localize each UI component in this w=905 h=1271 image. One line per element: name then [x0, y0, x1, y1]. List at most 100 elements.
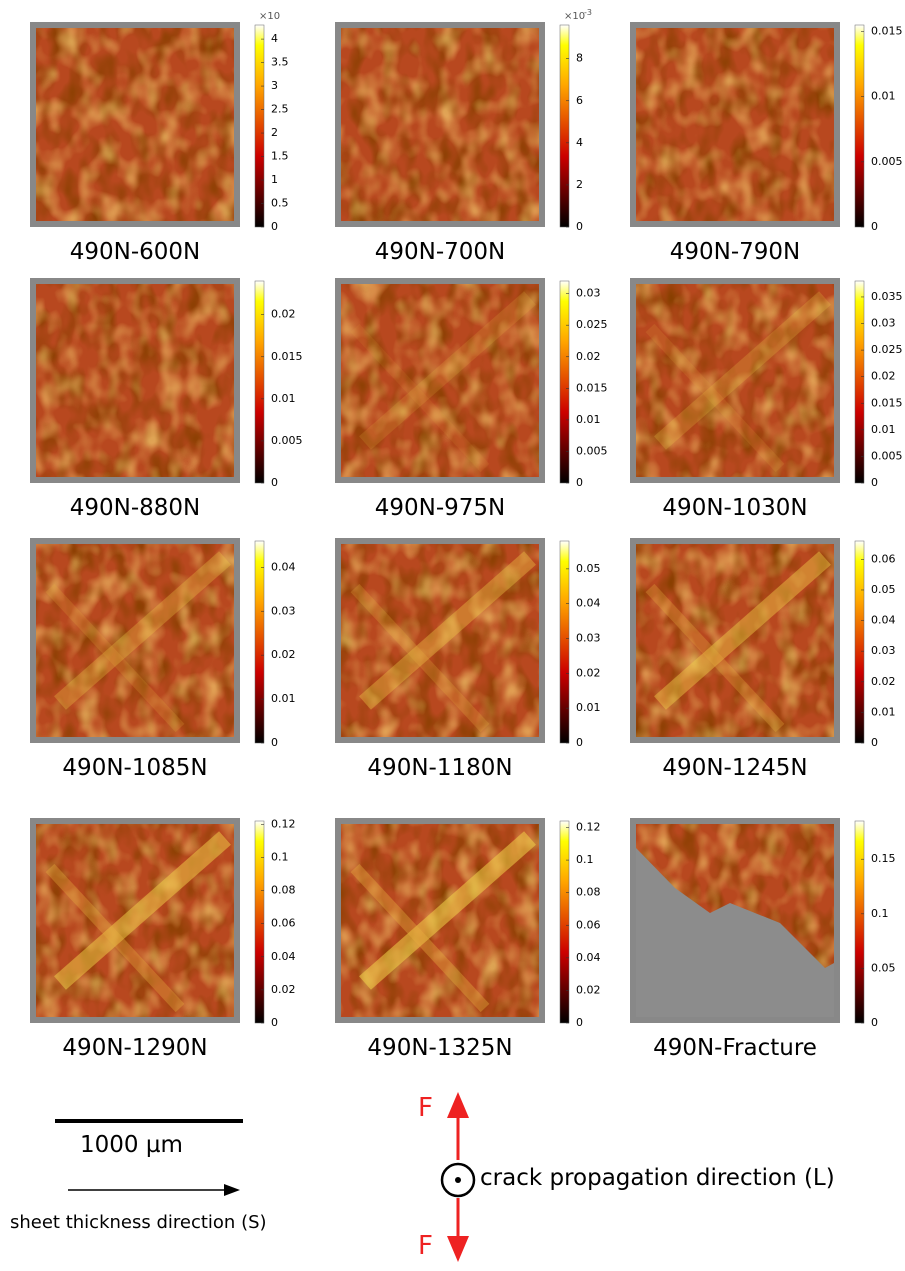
colorbar-tick-label: 0.025 — [871, 343, 903, 356]
colorbar-tick-label: 0.08 — [576, 886, 601, 899]
colorbar — [855, 541, 864, 743]
colorbar-tick-label: 0.01 — [271, 392, 296, 405]
colorbar-tick-label: 0.01 — [871, 90, 896, 103]
colorbar-tick-label: 0.1 — [576, 853, 594, 866]
panel-label: 490N-975N — [375, 495, 506, 521]
thickness-arrow: sheet thickness direction (S) — [10, 1184, 267, 1233]
colorbar-tick-label: 0 — [271, 476, 278, 489]
colorbar-tick-label: 0.12 — [576, 821, 601, 834]
colorbar-tick-label: 0 — [576, 736, 583, 749]
colorbar — [855, 821, 864, 1023]
colorbar-tick-label: 6 — [576, 94, 583, 107]
colorbar-tick-label: 0 — [576, 1016, 583, 1029]
colorbar-tick-label: 0.035 — [871, 290, 903, 303]
panel-label: 490N-1085N — [62, 755, 207, 781]
colorbar-tick-label: 0.005 — [871, 449, 903, 462]
panel-label: 490N-1290N — [62, 1035, 207, 1061]
panel-label: 490N-790N — [670, 239, 801, 265]
colorbar-tick-label: 4 — [271, 32, 278, 45]
colorbar — [255, 541, 264, 743]
colorbar-tick-label: 0.06 — [271, 917, 296, 930]
colorbar-tick-label: 0.02 — [576, 666, 601, 679]
colorbar-tick-label: 0.08 — [271, 884, 296, 897]
panel-label: 490N-880N — [70, 495, 201, 521]
colorbar-tick-label: 0.02 — [871, 675, 896, 688]
colorbar-tick-label: 0.01 — [871, 705, 896, 718]
colorbar-tick-label: 0.04 — [576, 597, 601, 610]
colorbar-tick-label: 0.02 — [871, 370, 896, 383]
colorbar-tick-label: 0.02 — [271, 983, 296, 996]
colorbar-exponent: ×10 — [259, 11, 280, 22]
panel: 0 0.005 0.01 0.015 490N-790N — [630, 22, 903, 265]
colorbar-tick-label: 0.02 — [271, 648, 296, 661]
colorbar-tick-label: 0.01 — [576, 413, 601, 426]
panel: 0 0.005 0.01 0.015 0.02 0.025 0.03 0.035 490N-10… — [630, 278, 903, 521]
colorbar-tick-label: 0.1 — [271, 850, 289, 863]
colorbar-tick-label: 0.03 — [576, 287, 601, 300]
colorbar-tick-label: 0.03 — [871, 317, 896, 330]
crack-label: crack propagation direction (L) — [480, 1165, 835, 1191]
scale-bar: 1000 µm — [55, 1121, 243, 1158]
colorbar — [255, 281, 264, 483]
panel-label: 490N-1325N — [367, 1035, 512, 1061]
colorbar-tick-label: 0.5 — [271, 197, 289, 210]
colorbar-tick-label: 0.03 — [271, 604, 296, 617]
colorbar-tick-label: 0.005 — [576, 444, 608, 457]
colorbar-tick-label: 0.04 — [576, 951, 601, 964]
colorbar-tick-label: 0 — [271, 736, 278, 749]
colorbar-tick-label: 0.02 — [271, 308, 296, 321]
colorbar-tick-label: 1 — [271, 173, 278, 186]
colorbar-tick-label: 0.04 — [871, 614, 896, 627]
panel-label: 490N-700N — [375, 239, 506, 265]
colorbar-tick-label: 0.01 — [271, 692, 296, 705]
colorbar-tick-label: 0.025 — [576, 318, 608, 331]
colorbar-tick-label: 0.04 — [271, 560, 296, 573]
colorbar-tick-label: 0 — [871, 476, 878, 489]
colorbar-tick-label: 4 — [576, 136, 583, 149]
colorbar-tick-label: 0 — [871, 736, 878, 749]
colorbar-tick-label: 0.05 — [576, 562, 601, 575]
colorbar-tick-label: 2 — [576, 178, 583, 191]
colorbar-tick-label: 0.015 — [271, 350, 303, 363]
colorbar-tick-label: 0 — [576, 476, 583, 489]
colorbar-tick-label: 0.01 — [871, 423, 896, 436]
colorbar-tick-label: 0.05 — [871, 583, 896, 596]
colorbar — [560, 25, 569, 227]
colorbar-tick-label: 3.5 — [271, 56, 289, 69]
panel-label: 490N-Fracture — [653, 1035, 817, 1061]
colorbar-tick-label: 8 — [576, 52, 583, 65]
colorbar-tick-label: 0.01 — [576, 701, 601, 714]
figure: 1000 µm sheet thickness direction (S) F … — [0, 0, 905, 1267]
colorbar-tick-label: 0.06 — [871, 552, 896, 565]
colorbar — [855, 25, 864, 227]
colorbar-exponent: ×10 — [564, 11, 585, 22]
colorbar-tick-label: 0.015 — [871, 396, 903, 409]
colorbar-tick-label: 0 — [271, 220, 278, 233]
panel: 0 0.01 0.02 0.03 0.04 490N-1085N — [30, 538, 296, 781]
colorbar-tick-label: 0 — [271, 1016, 278, 1029]
colorbar-tick-label: 0.03 — [576, 632, 601, 645]
panel-label: 490N-1245N — [662, 755, 807, 781]
panel-label: 490N-1030N — [662, 495, 807, 521]
colorbar-tick-label: 0.04 — [271, 950, 296, 963]
colorbar-tick-label: 0.005 — [271, 434, 303, 447]
force-diagram: F F crack propagation direction (L) — [418, 1092, 835, 1262]
colorbar-tick-label: 0.005 — [871, 155, 903, 168]
colorbar — [560, 281, 569, 483]
colorbar-tick-label: 0.06 — [576, 918, 601, 931]
colorbar-tick-label: 1.5 — [271, 150, 289, 163]
colorbar — [255, 25, 264, 227]
panel: 0 0.005 0.01 0.015 0.02 490N-880N — [30, 278, 303, 521]
colorbar — [560, 821, 569, 1023]
colorbar-tick-label: 0.05 — [871, 961, 896, 974]
colorbar-tick-label: 0.015 — [871, 25, 903, 38]
colorbar-tick-label: 3 — [271, 79, 278, 92]
colorbar-tick-label: 0 — [871, 220, 878, 233]
